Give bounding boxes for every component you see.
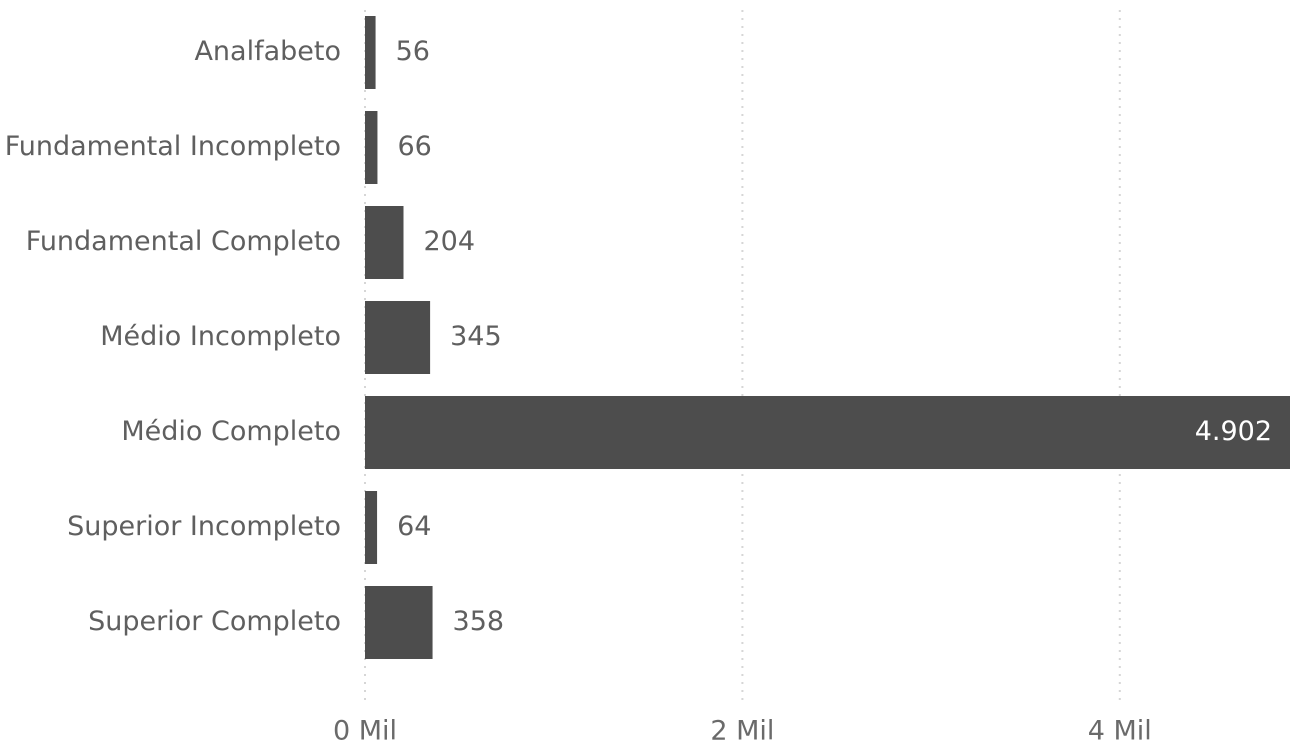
bar[interactable] — [365, 16, 376, 89]
bar[interactable] — [365, 301, 431, 374]
gridlines — [364, 10, 1121, 700]
category-label: Superior Incompleto — [67, 511, 341, 542]
category-labels: Analfabeto Fundamental Incompleto Fundamen… — [5, 36, 341, 637]
bars — [365, 16, 1290, 659]
data-label: 204 — [423, 226, 475, 257]
x-tick-label: 4 Mil — [1088, 716, 1152, 745]
category-label: Fundamental Incompleto — [5, 131, 341, 162]
category-label: Médio Completo — [121, 416, 341, 447]
bar[interactable] — [365, 396, 1290, 469]
category-label: Médio Incompleto — [100, 321, 341, 352]
category-label: Superior Completo — [88, 606, 341, 637]
value-labels: 56 66 204 345 4.902 64 358 — [396, 36, 1272, 637]
bar[interactable] — [365, 111, 378, 184]
data-label: 358 — [453, 606, 505, 637]
data-label: 66 — [397, 131, 431, 162]
bar[interactable] — [365, 586, 433, 659]
data-label: 345 — [450, 321, 502, 352]
category-label: Analfabeto — [194, 36, 341, 67]
x-axis: 0 Mil 2 Mil 4 Mil — [333, 716, 1152, 745]
x-tick-label: 0 Mil — [333, 716, 397, 745]
data-label: 64 — [397, 511, 431, 542]
x-tick-label: 2 Mil — [710, 716, 774, 745]
bar[interactable] — [365, 491, 378, 564]
data-label: 56 — [396, 36, 430, 67]
category-label: Fundamental Completo — [26, 226, 341, 257]
data-label: 4.902 — [1195, 416, 1272, 447]
bar[interactable] — [365, 206, 404, 279]
